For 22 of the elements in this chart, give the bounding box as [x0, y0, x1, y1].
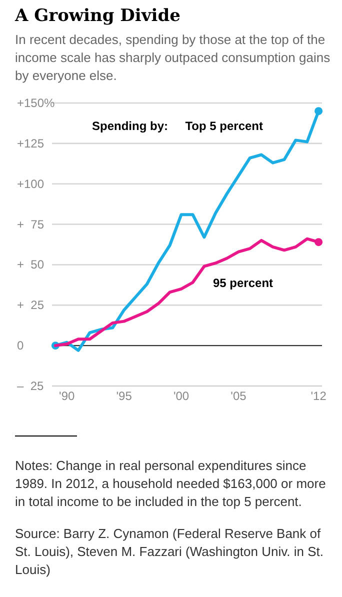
- x-tick-label: '90: [59, 389, 76, 403]
- y-tick-label: + 25: [17, 298, 44, 312]
- y-tick-label: +125: [17, 136, 44, 150]
- series-label: 95 percent: [213, 276, 274, 290]
- x-tick-label: '05: [230, 389, 247, 403]
- x-tick-label: '12: [310, 389, 327, 403]
- source-note: Source: Barry Z. Cynamon (Federal Reserve Bank of St. Louis), Steven M. Fazzari (Washington Univ. in St. Louis): [15, 526, 324, 577]
- chart-subtitle: In recent decades, spending by those at the top of the income scale has sharply outpaced consumption gains by everyone else.: [15, 32, 331, 83]
- y-tick-label: + 50: [17, 258, 44, 272]
- legend-title: Spending by:: [92, 119, 168, 133]
- y-tick-label: – 25: [17, 379, 44, 393]
- x-tick-label: '00: [173, 389, 190, 403]
- x-tick-label: '95: [116, 389, 132, 403]
- y-tick-label: 0: [17, 338, 24, 353]
- y-tick-label: + 75: [17, 217, 44, 232]
- series-label: Top 5 percent: [185, 119, 263, 133]
- y-tick-label: +100: [17, 176, 44, 191]
- text: Notes: Change in real personal expenditures since 1989. In 2012, a household needed $163,000 or more in total income to be included in the top 5 percent.: [15, 458, 326, 509]
- point: [314, 238, 323, 246]
- y-tick-label: +150%: [17, 96, 56, 110]
- point: [314, 107, 323, 116]
- chart-title: A Growing Divide: [14, 6, 181, 26]
